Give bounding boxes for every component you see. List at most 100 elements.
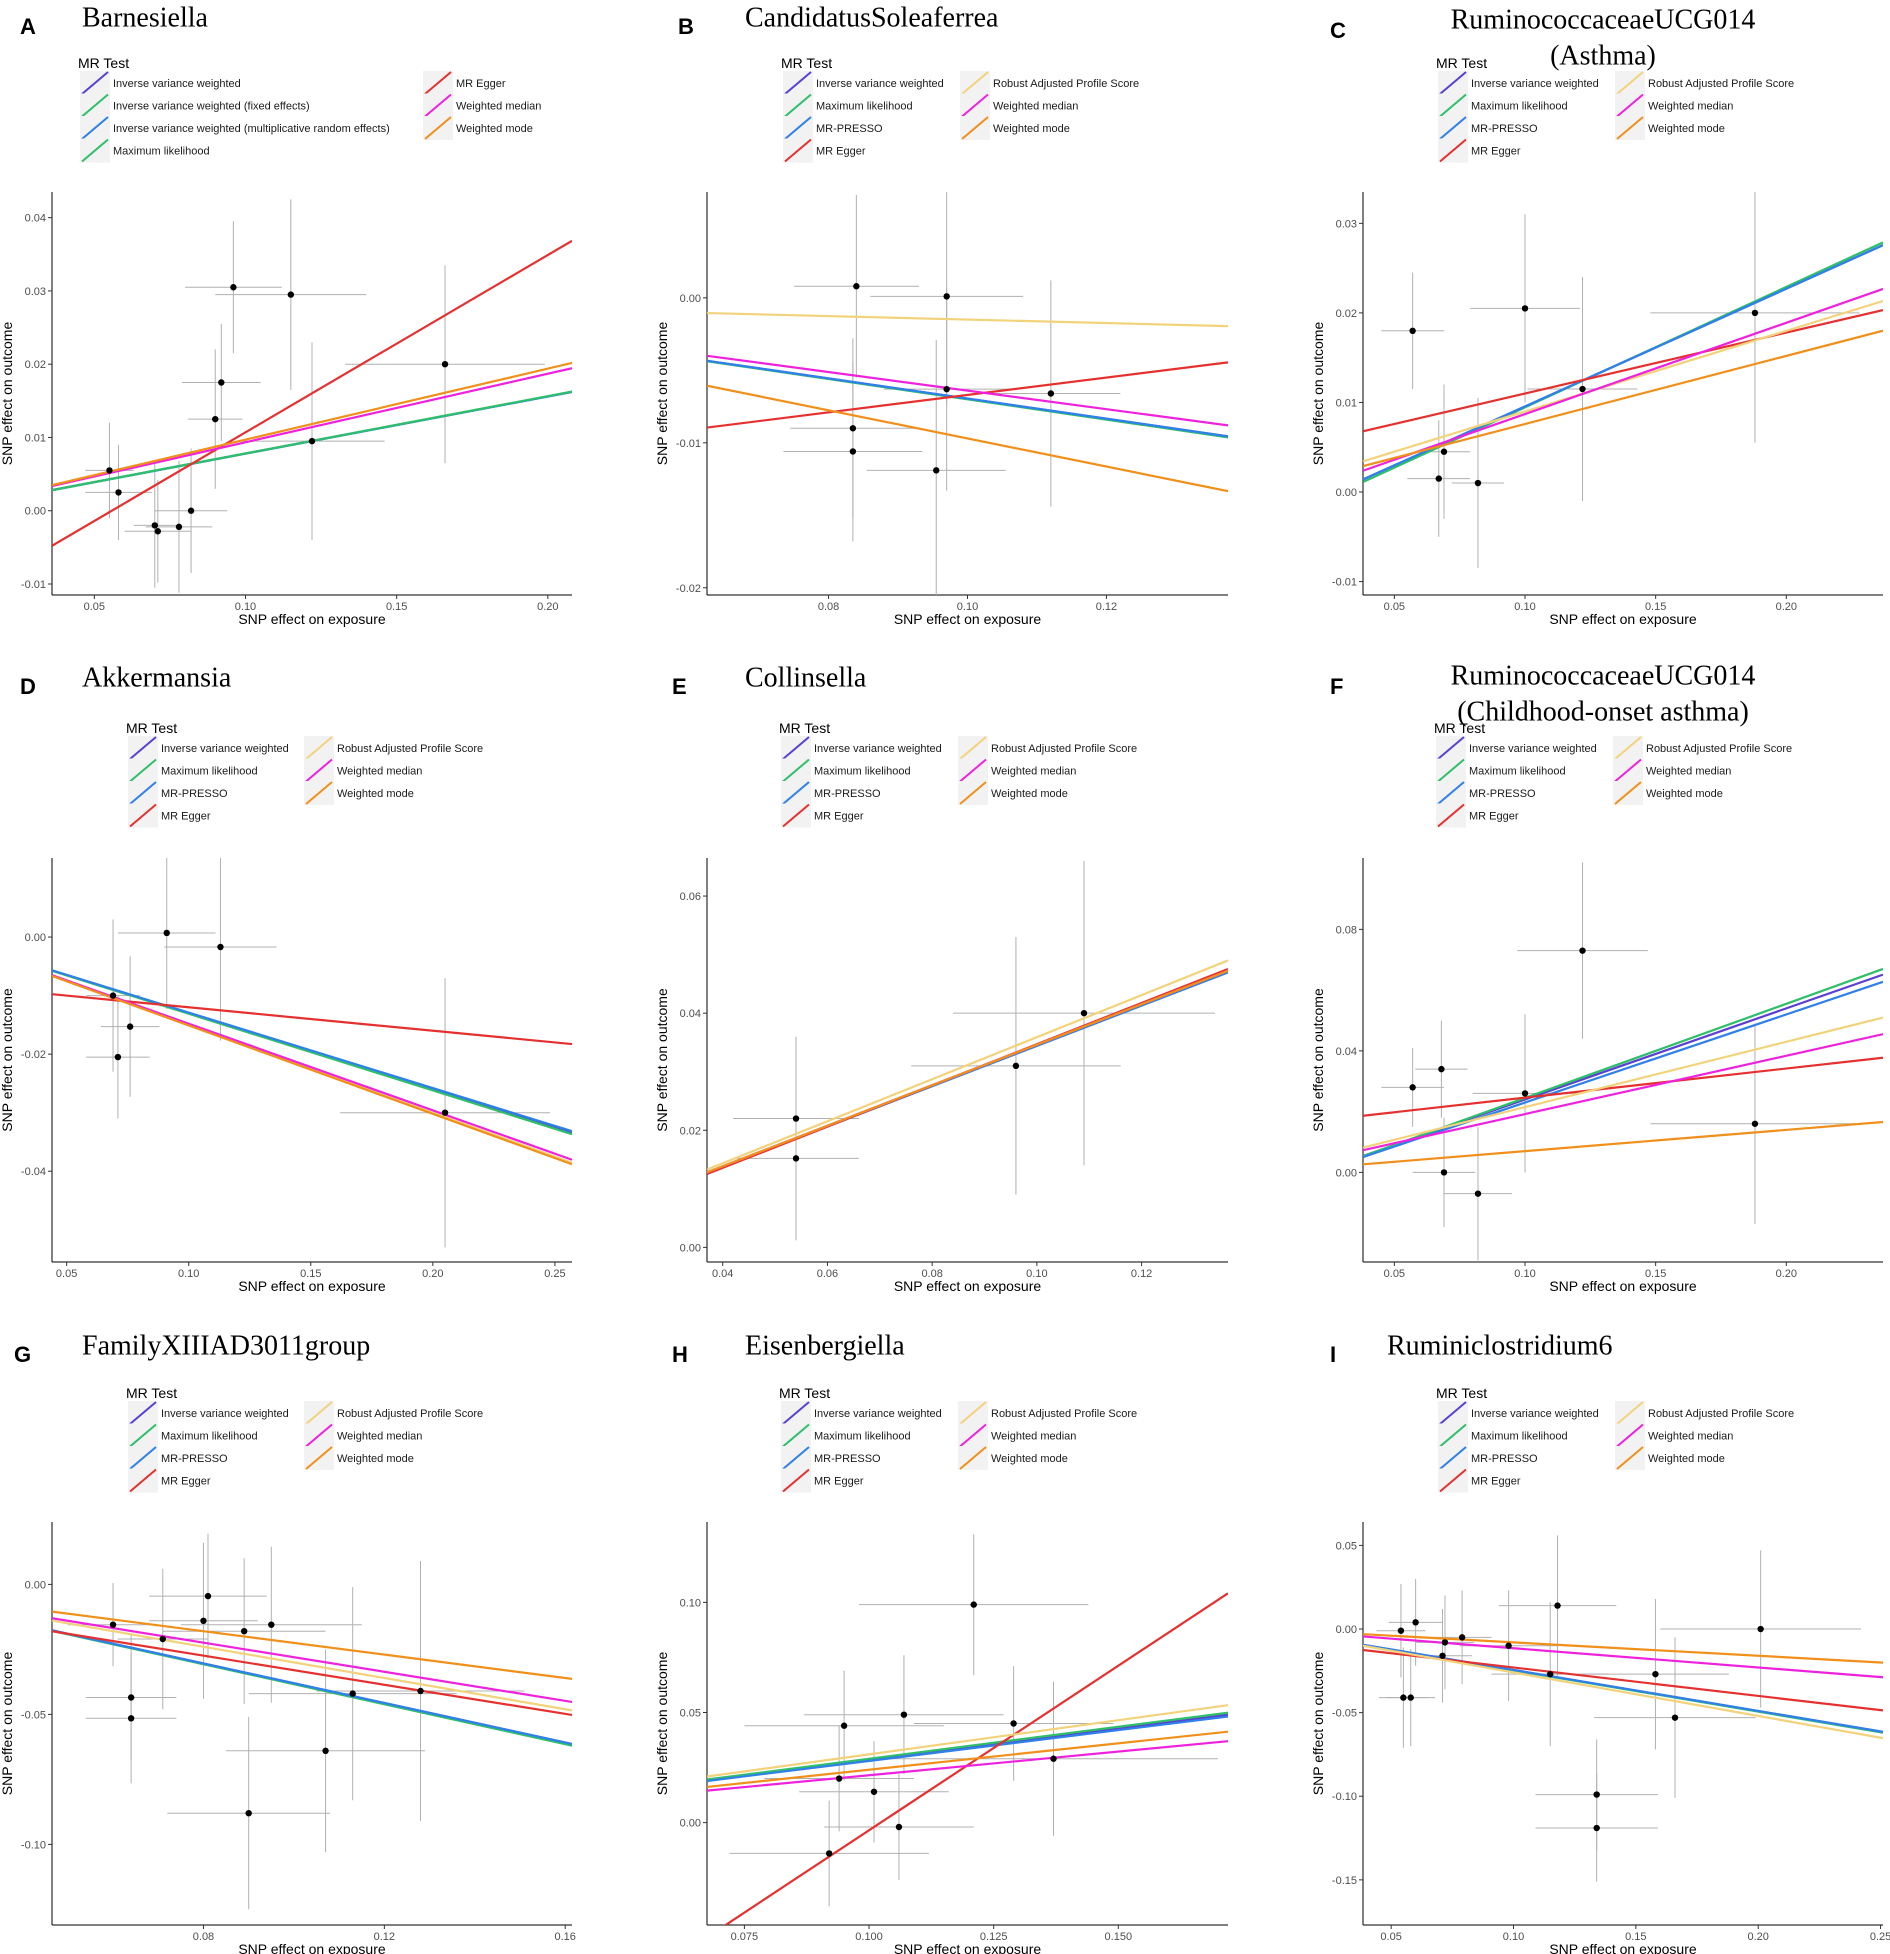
legend-label: Robust Adjusted Profile Score xyxy=(1648,1408,1794,1420)
legend-key-line xyxy=(784,71,812,95)
legend-item-inverse-variance-weighted: Inverse variance weighted xyxy=(1438,71,1599,95)
legend-label: Robust Adjusted Profile Score xyxy=(991,743,1137,755)
data-point-1 xyxy=(1438,1065,1445,1073)
legend-key-line xyxy=(129,1468,157,1493)
y-tick-label: 0.00 xyxy=(680,1242,701,1254)
y-tick-label: 0.00 xyxy=(1336,1167,1357,1179)
chart-title: Ruminiclostridium6 xyxy=(1387,1330,1613,1361)
panel-d: D Akkermansia MR Test Inverse variance weig… xyxy=(0,662,572,1294)
legend-key-line xyxy=(1437,736,1465,760)
x-tick-label: 0.15 xyxy=(300,1268,321,1280)
line-mr-egger xyxy=(1363,308,1883,433)
line-weighted-median xyxy=(52,974,572,1161)
y-tick-label: 0.00 xyxy=(25,1579,46,1591)
y-tick-label: 0.02 xyxy=(25,359,46,371)
line-weighted-median xyxy=(1363,287,1883,472)
data-point-2 xyxy=(1012,1062,1020,1070)
x-axis-label: SNP effect on exposure xyxy=(1549,1278,1697,1294)
x-tick-label: 0.12 xyxy=(1096,601,1117,613)
y-axis-label: SNP effect on outcome xyxy=(654,322,670,466)
legend-label: Weighted median xyxy=(1648,1431,1733,1443)
y-tick-label: 0.03 xyxy=(1336,218,1357,230)
data-point-10 xyxy=(349,1690,356,1697)
legend-title: MR Test xyxy=(779,1385,830,1401)
line-mr-presso xyxy=(707,359,1228,438)
chart-subtitle: (Childhood-onset asthma) xyxy=(1457,696,1749,727)
x-tick-label: 0.05 xyxy=(56,1268,77,1280)
legend-key-line xyxy=(959,1423,987,1448)
legend-item-robust-adjusted-profile-score: Robust Adjusted Profile Score xyxy=(1615,71,1794,95)
legend-label: Maximum likelihood xyxy=(161,1431,258,1443)
legend-label: MR Egger xyxy=(816,146,866,158)
legend-title: MR Test xyxy=(1436,1385,1487,1401)
legend-item-weighted-mode: Weighted mode xyxy=(304,1446,414,1470)
y-tick-label: 0.05 xyxy=(1336,1540,1357,1552)
legend-label: MR Egger xyxy=(814,811,864,823)
legend-key-line xyxy=(305,781,333,805)
x-tick-label: 0.20 xyxy=(422,1268,443,1280)
legend-label: Inverse variance weighted xyxy=(1471,1408,1599,1420)
data-point-0 xyxy=(109,1621,117,1628)
y-tick-label: 0.08 xyxy=(1336,924,1357,936)
error-bars xyxy=(729,1534,1219,1907)
legend-item-maximum-likelihood: Maximum likelihood xyxy=(781,758,911,783)
legend-item-inverse-variance-weighted: Inverse variance weighted xyxy=(781,736,942,760)
data-point-5 xyxy=(441,1109,449,1116)
legend-item-robust-adjusted-profile-score: Robust Adjusted Profile Score xyxy=(958,736,1137,760)
legend-key-line xyxy=(782,736,810,760)
legend-label: Weighted mode xyxy=(991,788,1068,800)
data-point-6 xyxy=(1751,1120,1759,1127)
data-point-4 xyxy=(200,1617,207,1625)
x-tick-label: 0.12 xyxy=(374,1931,395,1943)
legend-item-weighted-mode: Weighted mode xyxy=(960,116,1070,140)
legend-item-mr-presso: MR-PRESSO xyxy=(1436,781,1536,805)
legend-item-mr-presso: MR-PRESSO xyxy=(783,116,883,140)
legend-item-weighted-median: Weighted median xyxy=(1615,93,1733,118)
legend-label: Weighted median xyxy=(337,1431,422,1443)
legend-label: Weighted median xyxy=(993,101,1078,113)
data-point-8 xyxy=(245,1810,252,1817)
y-tick-label: 0.06 xyxy=(680,891,701,903)
legend-item-inverse-variance-weighted: Inverse variance weighted xyxy=(1438,1401,1599,1425)
x-tick-label: 0.075 xyxy=(731,1931,759,1943)
legend-key-line xyxy=(784,116,812,140)
legend-key-line xyxy=(129,781,157,805)
line-weighted-mode xyxy=(1363,329,1883,468)
panel-letter: A xyxy=(20,14,36,39)
data-points xyxy=(109,1592,424,1817)
y-axis-label: SNP effect on outcome xyxy=(1310,322,1326,466)
legend-key-line xyxy=(1614,758,1642,783)
error-bars xyxy=(1376,1535,1861,1882)
legend-label: Inverse variance weighted xyxy=(814,1408,942,1420)
line-mr-egger xyxy=(52,239,572,547)
x-tick-label: 0.10 xyxy=(1503,1931,1524,1943)
x-tick-label: 0.15 xyxy=(1645,601,1666,613)
legend-title: MR Test xyxy=(126,1385,177,1401)
y-axis-label: SNP effect on outcome xyxy=(654,1652,670,1796)
line-mr-egger xyxy=(1363,1056,1883,1117)
axes: 0.08 0.12 0.16 -0.10 -0.05 0.00 SNP effect on … xyxy=(0,1522,576,1954)
line-maximum-likelihood xyxy=(707,1711,1228,1781)
panel-letter: H xyxy=(672,1342,688,1367)
y-tick-label: 0.03 xyxy=(25,286,46,298)
y-axis-label: SNP effect on outcome xyxy=(0,1652,15,1796)
legend-label: Inverse variance weighted (multiplicativ… xyxy=(113,123,390,135)
legend-item-maximum-likelihood: Maximum likelihood xyxy=(783,93,913,118)
error-bars xyxy=(1381,192,1860,569)
data-point-9 xyxy=(322,1747,329,1755)
legend-item-mr-egger: MR Egger xyxy=(1438,1468,1521,1493)
legend: MR Test Inverse variance weighted Maximum … xyxy=(126,720,483,828)
legend-label: MR Egger xyxy=(161,1476,211,1488)
legend-key-line xyxy=(305,1446,333,1470)
data-point-11 xyxy=(1593,1824,1600,1832)
data-point-1 xyxy=(1440,448,1448,455)
data-point-5 xyxy=(1439,1652,1446,1659)
data-point-3 xyxy=(1407,1694,1414,1701)
legend-item-weighted-mode: Weighted mode xyxy=(304,781,414,805)
line-weighted-median xyxy=(707,354,1228,427)
data-point-0 xyxy=(792,1115,800,1122)
legend-key-line xyxy=(1616,1446,1644,1470)
line-weighted-mode xyxy=(1363,1633,1883,1664)
legend-key-line xyxy=(959,1446,987,1470)
